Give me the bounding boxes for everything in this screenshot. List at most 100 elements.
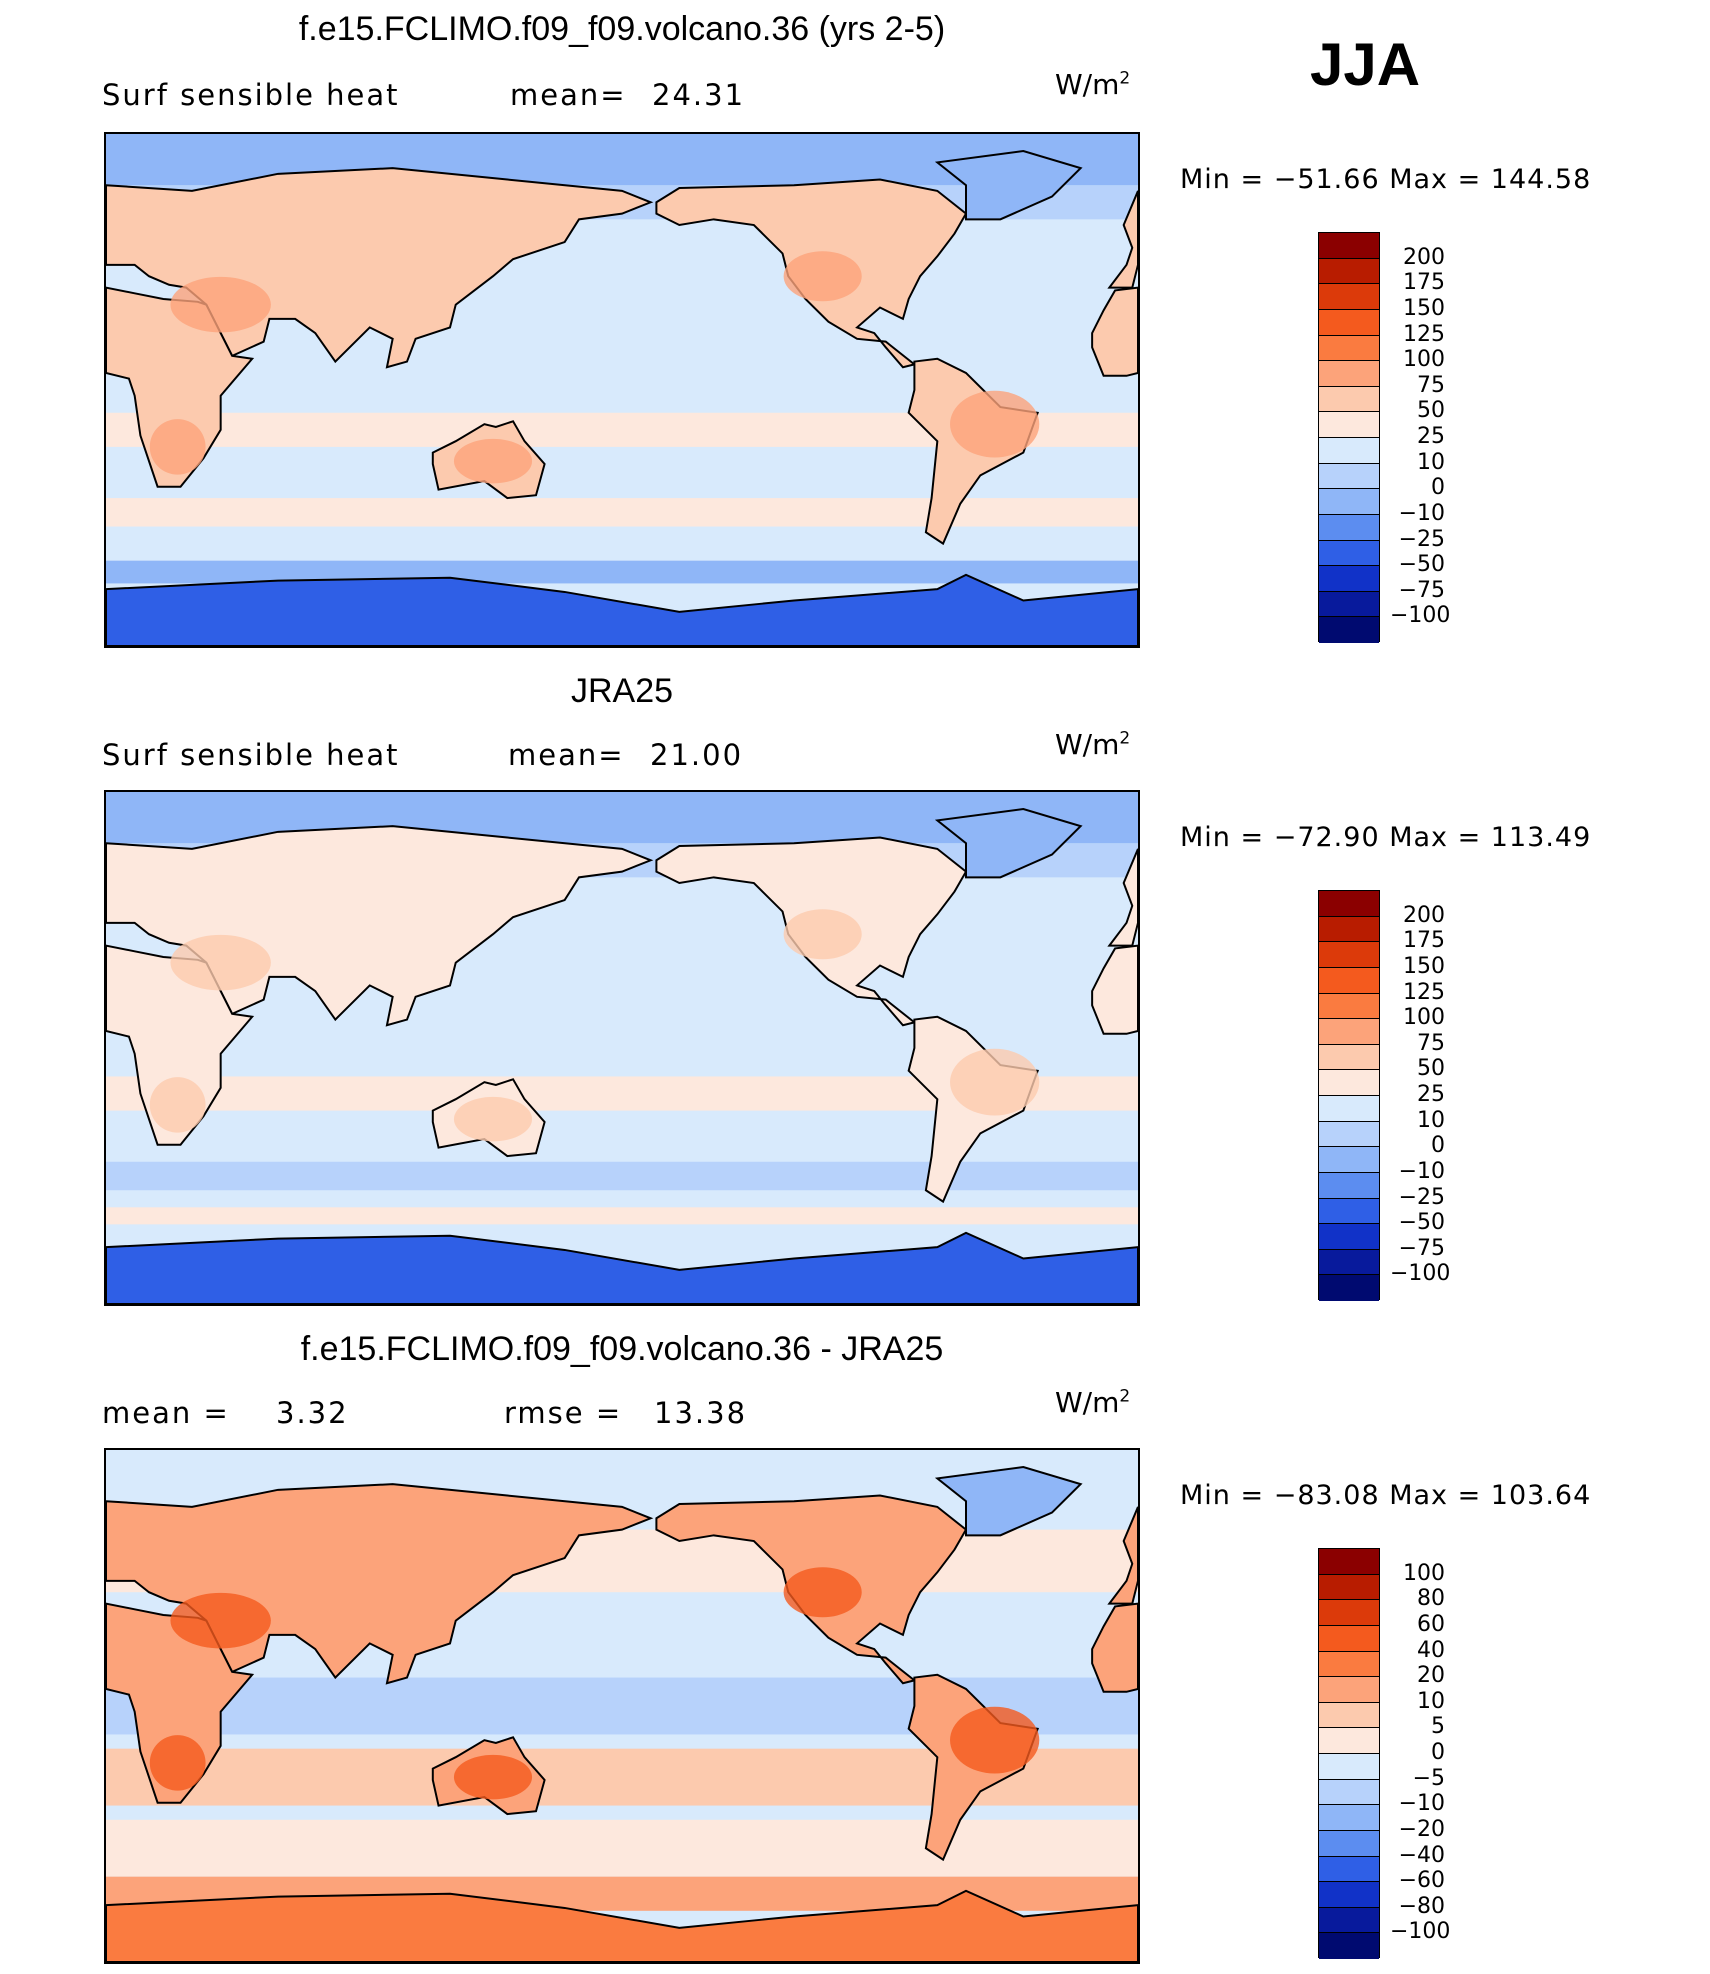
colorbar-segment	[1319, 1121, 1379, 1148]
panel-3-mean-label: mean =	[102, 1396, 230, 1430]
colorbar-tick-label: 80	[1417, 1586, 1445, 1612]
colorbar-segment	[1319, 942, 1379, 968]
colorbar-tick-label: 0	[1431, 1740, 1445, 1765]
colorbar-segment	[1319, 1096, 1379, 1122]
colorbar-tick-label: −10	[1398, 500, 1445, 526]
colorbar-tick-label: 100	[1403, 347, 1445, 373]
colorbar-segment	[1319, 1856, 1379, 1883]
panel-3-rmse-value: 13.38	[654, 1396, 748, 1430]
colorbar-segment	[1319, 1198, 1379, 1225]
colorbar-tick-label: 5	[1431, 1714, 1445, 1740]
colorbar-segment	[1319, 1019, 1379, 1045]
colorbar-tick-label: 25	[1417, 1082, 1445, 1107]
colorbar-segment	[1319, 258, 1379, 285]
colorbar-tick-label: −50	[1398, 1210, 1445, 1236]
panel-3-mean-value: 3.32	[276, 1396, 349, 1430]
colorbar-segment	[1319, 1172, 1379, 1199]
colorbar-tick-label: −40	[1398, 1842, 1445, 1868]
colorbar-tick-label: 60	[1417, 1611, 1445, 1637]
colorbar-segment	[1319, 1728, 1379, 1754]
panel-1-unit: W/m2	[1055, 68, 1131, 101]
colorbar-tick-label: −100	[1390, 1261, 1451, 1287]
colorbar-segment	[1319, 1625, 1379, 1652]
colorbar-tick-label: 100	[1403, 1560, 1445, 1586]
panel-2-stat-value: 21.00	[650, 738, 744, 772]
colorbar-segment	[1319, 233, 1379, 259]
colorbar-segment	[1319, 386, 1379, 413]
colorbar-tick-label: 200	[1403, 244, 1445, 270]
colorbar-segment	[1319, 591, 1379, 618]
panel-3-title: f.e15.FCLIMO.f09_f09.volcano.36 - JRA25	[300, 1330, 944, 1368]
panel-3-colorbar	[1318, 1548, 1380, 1959]
colorbar-segment	[1319, 891, 1379, 917]
panel-1-stat-label: mean=	[510, 78, 627, 112]
colorbar-segment	[1319, 361, 1379, 387]
colorbar-segment	[1319, 1275, 1379, 1301]
colorbar-tick-label: −100	[1390, 603, 1451, 629]
panel-2-min-max: Min = −72.90 Max = 113.49	[1180, 822, 1592, 853]
panel-2-stat-label: mean=	[508, 738, 625, 772]
colorbar-tick-label: −5	[1412, 1765, 1445, 1791]
season-label: JJA	[1310, 31, 1421, 98]
colorbar-segment	[1319, 1549, 1379, 1575]
colorbar-tick-label: −60	[1398, 1868, 1445, 1894]
colorbar-tick-label: 150	[1403, 953, 1445, 979]
colorbar-segment	[1319, 1070, 1379, 1096]
colorbar-tick-label: 200	[1403, 902, 1445, 928]
colorbar-segment	[1319, 1907, 1379, 1934]
colorbar-tick-label: 0	[1431, 475, 1445, 501]
colorbar-segment	[1319, 438, 1379, 464]
panel-2-variable: Surf sensible heat	[102, 738, 400, 772]
panel-1-variable: Surf sensible heat	[102, 78, 400, 112]
colorbar-segment	[1319, 1754, 1379, 1780]
colorbar-tick-label: −25	[1398, 1184, 1445, 1210]
colorbar-segment	[1319, 540, 1379, 567]
colorbar-tick-label: 50	[1417, 398, 1445, 424]
colorbar-tick-label: 75	[1417, 372, 1445, 398]
colorbar-segment	[1319, 1224, 1379, 1250]
panel-2-colorbar	[1318, 890, 1380, 1301]
colorbar-tick-label: 100	[1403, 1005, 1445, 1031]
colorbar-segment	[1319, 1147, 1379, 1173]
colorbar-tick-label: 50	[1417, 1056, 1445, 1082]
colorbar-tick-label: −80	[1398, 1893, 1445, 1919]
colorbar-segment	[1319, 1574, 1379, 1601]
colorbar-segment	[1319, 993, 1379, 1020]
colorbar-segment	[1319, 335, 1379, 362]
colorbar-segment	[1319, 566, 1379, 592]
colorbar-segment	[1319, 967, 1379, 994]
colorbar-tick-label: 10	[1417, 1107, 1445, 1133]
panel-1-map	[104, 132, 1140, 648]
panel-1-colorbar	[1318, 232, 1380, 643]
colorbar-segment	[1319, 412, 1379, 438]
colorbar-segment	[1319, 1249, 1379, 1276]
panel-2-title: JRA25	[570, 672, 674, 710]
colorbar-tick-label: 20	[1417, 1663, 1445, 1689]
panel-3-rmse-label: rmse =	[504, 1396, 623, 1430]
colorbar-segment	[1319, 617, 1379, 643]
colorbar-segment	[1319, 284, 1379, 310]
colorbar-segment	[1319, 489, 1379, 515]
colorbar-tick-label: 125	[1403, 979, 1445, 1005]
colorbar-segment	[1319, 1779, 1379, 1806]
colorbar-segment	[1319, 916, 1379, 943]
colorbar-tick-label: −10	[1398, 1158, 1445, 1184]
panel-1-stat-value: 24.31	[652, 78, 746, 112]
colorbar-tick-label: 150	[1403, 295, 1445, 321]
colorbar-tick-label: 10	[1417, 449, 1445, 475]
colorbar-segment	[1319, 1805, 1379, 1831]
colorbar-tick-label: −75	[1398, 1235, 1445, 1261]
colorbar-segment	[1319, 1702, 1379, 1729]
colorbar-tick-label: −10	[1398, 1791, 1445, 1817]
colorbar-segment	[1319, 1830, 1379, 1857]
panel-3-min-max: Min = −83.08 Max = 103.64	[1180, 1480, 1592, 1511]
colorbar-segment	[1319, 463, 1379, 490]
colorbar-tick-label: −20	[1398, 1816, 1445, 1842]
colorbar-segment	[1319, 1677, 1379, 1703]
colorbar-tick-label: −100	[1390, 1919, 1451, 1945]
colorbar-tick-label: −25	[1398, 526, 1445, 552]
colorbar-tick-label: 10	[1417, 1688, 1445, 1714]
colorbar-tick-label: 175	[1403, 928, 1445, 954]
colorbar-segment	[1319, 1933, 1379, 1959]
colorbar-segment	[1319, 1651, 1379, 1678]
